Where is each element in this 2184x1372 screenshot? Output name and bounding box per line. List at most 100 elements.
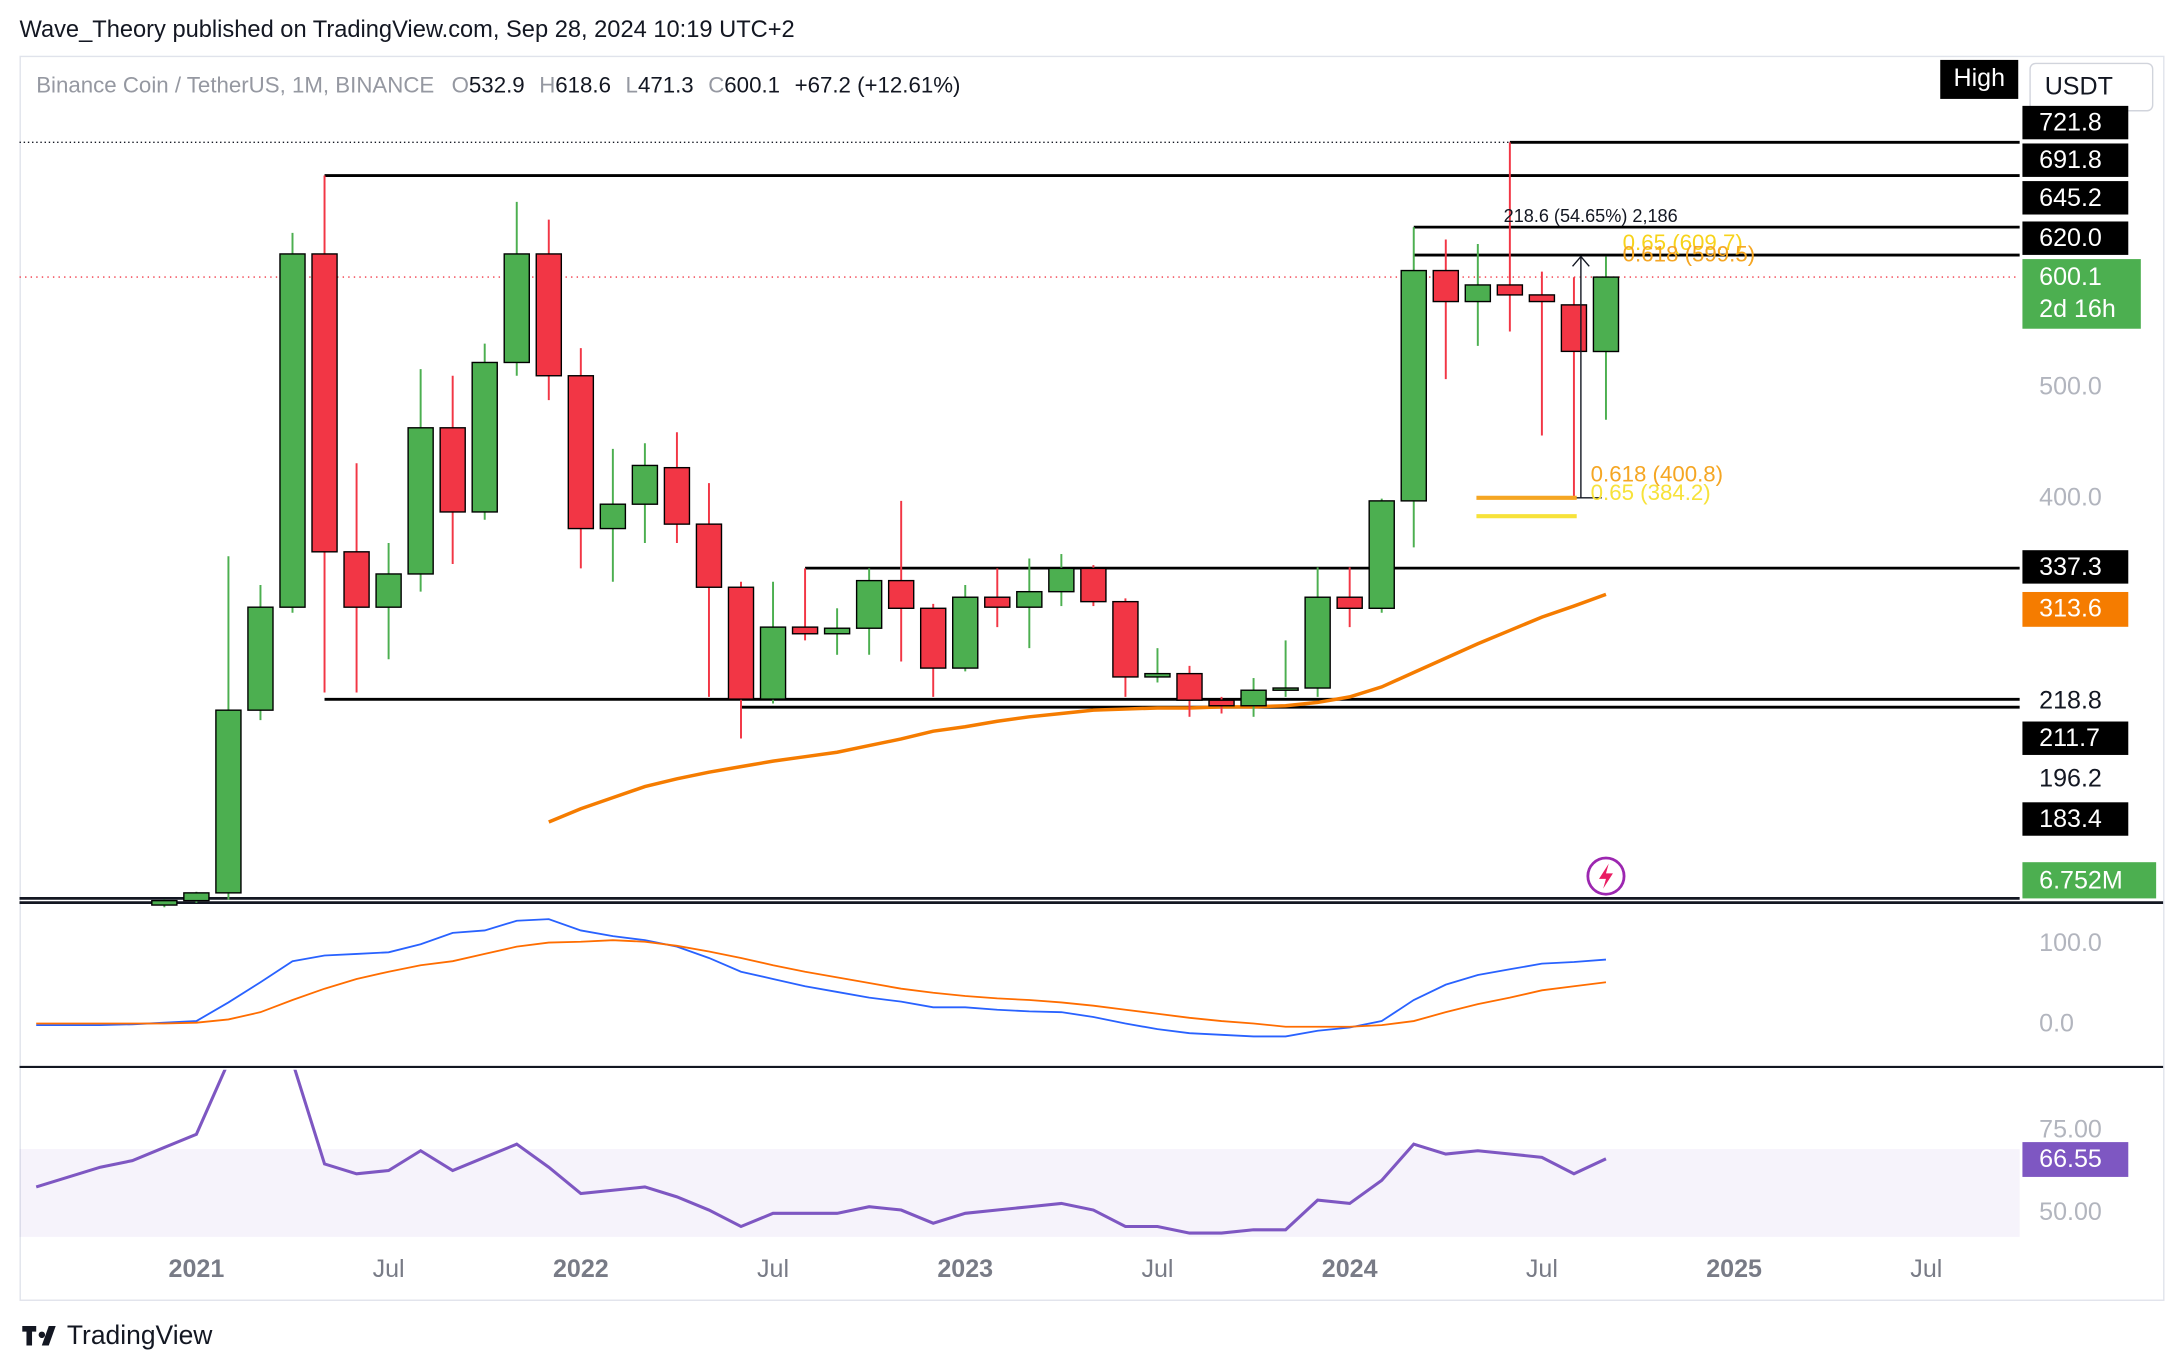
level-label: 645.2	[2039, 184, 2102, 212]
candle-body	[952, 596, 979, 669]
fib-label: 0.65 (609.7)	[1623, 230, 1743, 255]
candle-body	[887, 579, 915, 609]
candle-body	[791, 626, 819, 635]
candle-body	[151, 899, 178, 906]
fib-label: 0.618 (400.8)	[1591, 461, 1723, 486]
high-button-label[interactable]: High	[1953, 64, 2005, 92]
rsi-tick-label: 50.00	[2039, 1198, 2102, 1226]
high-button[interactable]	[1940, 59, 2019, 99]
fib-label: 0.618 (599.5)	[1623, 241, 1755, 266]
candle-body	[1432, 269, 1460, 303]
change: +67.2 (+12.61%)	[795, 72, 961, 97]
last-price-box	[2022, 259, 2141, 329]
level-label-box	[2022, 802, 2129, 836]
level-label-box	[2022, 550, 2129, 584]
candle-body	[375, 573, 402, 608]
candle-body	[1176, 672, 1203, 701]
level-label: 196.2	[2039, 765, 2102, 793]
candle-body	[279, 253, 306, 608]
x-tick-label: 2021	[169, 1255, 225, 1283]
macd-tick-label: 0.0	[2039, 1010, 2074, 1038]
alert-icon[interactable]	[1586, 856, 1626, 896]
candle-body	[1144, 672, 1171, 678]
rsi-line	[35, 1069, 1607, 1235]
level-label-box	[2022, 105, 2129, 140]
x-tick-label: 2022	[553, 1255, 609, 1283]
candle-body	[599, 503, 627, 530]
candle-body	[1272, 687, 1299, 691]
macd-line	[36, 939, 1607, 1028]
candle-body	[1208, 699, 1235, 707]
measure-arrow	[1572, 255, 1590, 267]
level-label: 721.8	[2039, 109, 2102, 137]
candle-body	[1048, 567, 1075, 593]
candle-body	[471, 361, 498, 513]
candle-body	[1464, 284, 1492, 303]
level-label: 620.0	[2039, 224, 2102, 252]
candle-body	[919, 607, 947, 669]
last-price-label: 600.1	[2039, 263, 2102, 291]
level-label: 691.8	[2039, 146, 2102, 174]
ohlc-key: C	[708, 72, 724, 97]
candle-body	[1560, 304, 1588, 353]
ohlc-key: L	[626, 72, 638, 97]
volume-label: 6.752M	[2039, 866, 2123, 894]
x-tick-label: Jul	[1141, 1255, 1173, 1283]
rsi-label-box	[2022, 1142, 2129, 1177]
currency-label[interactable]: USDT	[2045, 72, 2113, 100]
x-tick-label: Jul	[757, 1255, 789, 1283]
symbol-legend: Binance Coin / TetherUS, 1M, BINANCE O53…	[36, 72, 960, 97]
level-label-box	[2022, 181, 2129, 215]
candle-body	[695, 523, 723, 588]
ema-line	[548, 592, 1607, 824]
candle-body	[215, 709, 242, 894]
candle-body	[855, 579, 883, 629]
ohlc-value: 600.1	[724, 72, 780, 97]
rsi-label: 66.55	[2039, 1145, 2102, 1173]
candle-body	[1400, 269, 1427, 502]
candle-body	[1112, 600, 1139, 678]
publisher-line: Wave_Theory published on TradingView.com…	[19, 17, 794, 43]
candle-body	[1016, 590, 1043, 608]
countdown-label: 2d 16h	[2039, 295, 2116, 323]
x-tick-label: 2025	[1706, 1255, 1762, 1283]
candle-body	[1336, 596, 1363, 609]
candle-body	[631, 464, 659, 505]
level-label-box	[2022, 143, 2129, 177]
fib-label: 0.65 (384.2)	[1591, 480, 1711, 505]
macd-tick-label: 100.0	[2039, 929, 2102, 957]
y-tick-label: 400.0	[2039, 483, 2102, 511]
level-label: 183.4	[2039, 805, 2102, 833]
candle-body	[407, 427, 434, 575]
ohlc-key: O	[452, 72, 469, 97]
candle-body	[567, 375, 595, 530]
y-tick-label: 500.0	[2039, 373, 2102, 401]
rsi-pane	[35, 1069, 1607, 1235]
candle-body	[247, 606, 274, 711]
symbol: Binance Coin / TetherUS, 1M, BINANCE	[36, 72, 434, 97]
candle-body	[503, 253, 530, 364]
candle-body	[727, 586, 755, 700]
level-label-box	[2022, 221, 2129, 255]
candle-body	[439, 427, 466, 513]
x-tick-label: 2023	[937, 1255, 993, 1283]
candle-body	[311, 253, 338, 553]
candle-body	[1304, 596, 1331, 689]
chart-frame	[19, 55, 2165, 1301]
candle-body	[1080, 567, 1107, 603]
candle-body	[1240, 689, 1267, 707]
candle-body	[535, 253, 563, 377]
candle-body	[663, 466, 691, 525]
footer-logo	[22, 1326, 56, 1346]
ema-label: 313.6	[2039, 595, 2102, 623]
level-label-box	[2022, 721, 2129, 755]
measure-label: 218.6 (54.65%) 2,186	[1504, 206, 1678, 226]
x-tick-label: Jul	[1526, 1255, 1558, 1283]
macd-line	[36, 918, 1607, 1038]
candle-body	[1592, 276, 1620, 353]
footer-brand: TradingView	[67, 1320, 213, 1350]
candle-body	[823, 627, 851, 635]
x-tick-label: Jul	[373, 1255, 405, 1283]
